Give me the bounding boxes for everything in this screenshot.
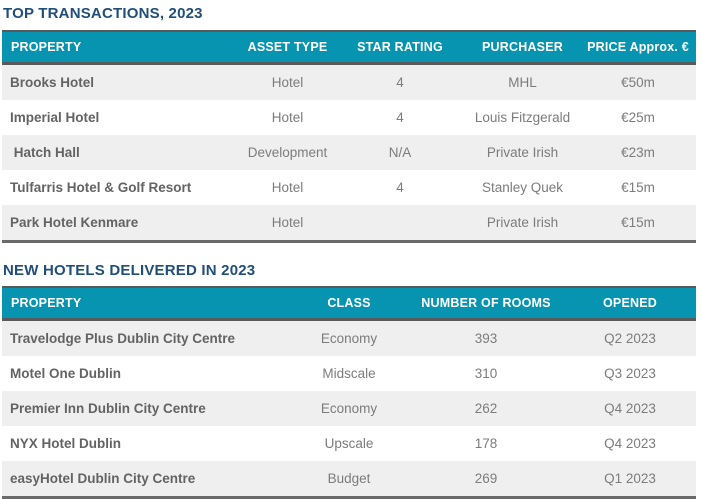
property-cell: Park Hotel Kenmare [10, 215, 139, 230]
table-cell: Stanley Quek [481, 180, 564, 195]
table-cell: Hotel [271, 180, 304, 195]
header-row: PROPERTY ASSET TYPE STAR RATING PURCHASER PR… [2, 31, 696, 65]
table-row: Motel One Dublin Midscale 310 Q3 2023 [2, 356, 696, 391]
table-cell: Economy [320, 401, 378, 416]
table-cell: €15m [621, 180, 655, 195]
property-cell: Tulfarris Hotel & Golf Resort [10, 180, 192, 195]
column-header: PROPERTY [2, 287, 290, 321]
table-row: Hatch Hall Development N/A Private Irish €23… [2, 135, 696, 170]
table-cell: 269 [474, 471, 498, 486]
table-cell: Economy [320, 331, 378, 346]
property-cell: Imperial Hotel [10, 110, 100, 125]
column-header: CLASS [290, 287, 408, 321]
top-transactions-title: TOP TRANSACTIONS, 2023 [3, 5, 203, 22]
new-hotels-table: PROPERTY CLASS NUMBER OF ROOMS OPENED Travel… [2, 286, 696, 499]
table-row: Park Hotel Kenmare Hotel Private Irish €15m [2, 205, 696, 242]
table-row: Brooks Hotel Hotel 4 MHL €50m [2, 63, 696, 100]
table-cell: 4 [396, 110, 404, 125]
property-cell: NYX Hotel Dublin [10, 436, 121, 451]
table-cell: 310 [474, 366, 498, 381]
table-row: Tulfarris Hotel & Golf Resort Hotel 4 Stanl… [2, 170, 696, 205]
table-cell: Hotel [271, 215, 304, 230]
table-cell: 4 [396, 180, 404, 195]
top-transactions-table: PROPERTY ASSET TYPE STAR RATING PURCHASER PR… [2, 30, 696, 243]
new-hotels-section: NEW HOTELS DELIVERED IN 2023 PROPERTY CLA… [0, 243, 702, 499]
table-cell: Private Irish [486, 145, 559, 160]
table-cell [335, 205, 465, 242]
table-cell: Midscale [322, 366, 376, 381]
table-cell: Upscale [324, 436, 374, 451]
table-cell: Q4 2023 [604, 401, 656, 416]
column-header: NUMBER OF ROOMS [408, 287, 564, 321]
column-header: STAR RATING [335, 31, 465, 65]
table-row: Imperial Hotel Hotel 4 Louis Fitzgerald €25m [2, 100, 696, 135]
column-header: ASSET TYPE [240, 31, 335, 65]
property-cell: Travelodge Plus Dublin City Centre [10, 331, 236, 346]
table-cell: €15m [621, 215, 655, 230]
table-cell: Louis Fitzgerald [474, 110, 571, 125]
table-cell: 178 [474, 436, 498, 451]
table-cell: €25m [621, 110, 655, 125]
column-header: PURCHASER [465, 31, 580, 65]
table-cell: Development [247, 145, 328, 160]
table-cell: 262 [474, 401, 498, 416]
table-cell: MHL [508, 75, 537, 90]
table-cell: Q4 2023 [604, 436, 656, 451]
table-cell: N/A [388, 145, 412, 160]
property-cell: Motel One Dublin [10, 366, 121, 381]
table-row: easyHotel Dublin City Centre Budget 269 Q1 … [2, 461, 696, 498]
table-cell: €50m [621, 75, 655, 90]
table-row: NYX Hotel Dublin Upscale 178 Q4 2023 [2, 426, 696, 461]
header-row: PROPERTY CLASS NUMBER OF ROOMS OPENED [2, 287, 696, 321]
property-cell: Premier Inn Dublin City Centre [10, 401, 206, 416]
table-cell: Q1 2023 [604, 471, 656, 486]
column-header: OPENED [564, 287, 696, 321]
table-cell: 4 [396, 75, 404, 90]
table-cell: Hotel [271, 110, 304, 125]
property-cell: Hatch Hall [10, 145, 80, 160]
table-cell: Private Irish [486, 215, 559, 230]
table-cell: 393 [474, 331, 498, 346]
top-transactions-section: TOP TRANSACTIONS, 2023 PROPERTY ASSET TYP… [0, 0, 702, 243]
new-hotels-title: NEW HOTELS DELIVERED IN 2023 [3, 262, 256, 279]
table-row: Premier Inn Dublin City Centre Economy 262… [2, 391, 696, 426]
table-cell: Q3 2023 [604, 366, 656, 381]
table-cell: Budget [327, 471, 371, 486]
table-cell: Q2 2023 [604, 331, 656, 346]
table-cell: Hotel [271, 75, 304, 90]
column-header: PROPERTY [2, 31, 240, 65]
table-cell: €23m [621, 145, 655, 160]
table-row: Travelodge Plus Dublin City Centre Econom… [2, 319, 696, 356]
column-header: PRICE Approx. € [580, 31, 696, 65]
property-cell: Brooks Hotel [10, 75, 95, 90]
property-cell: easyHotel Dublin City Centre [10, 471, 196, 486]
